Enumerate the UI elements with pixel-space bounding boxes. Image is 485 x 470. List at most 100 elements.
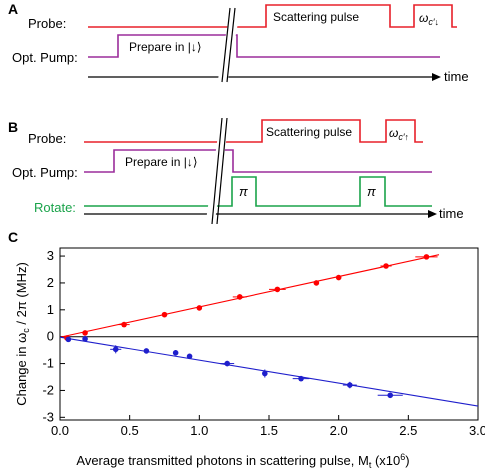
x-axis-label-unit: (x10 — [371, 453, 400, 468]
blue-data-point — [65, 336, 72, 343]
x-tick-label: 3.0 — [469, 423, 485, 438]
panel-b-omega-sub: c′↑ — [398, 132, 409, 142]
panel-b-break-line-1 — [211, 117, 223, 225]
y-tick-label: -2 — [42, 382, 54, 397]
panel-a-break-line-1 — [221, 7, 231, 83]
panel-b: B Probe: Opt. Pump: Rotate: time Prepare… — [8, 117, 464, 225]
blue-data-point — [262, 369, 268, 378]
marker — [383, 263, 389, 269]
panel-c: C 0.0 0.5 1.0 1.5 2.0 2.5 3.0 -3 -2 -1 0 1 2 3 Avera… — [8, 229, 485, 470]
panel-b-rotate-label: Rotate: — [34, 200, 76, 215]
panel-a-omega-sub: c′↓ — [428, 17, 439, 27]
marker — [335, 274, 342, 281]
panel-a-probe-label: Probe: — [28, 16, 66, 31]
panel-a-break-line-2 — [226, 7, 236, 83]
x-tick-label: 1.0 — [190, 423, 208, 438]
red-data-point — [82, 330, 88, 336]
marker — [347, 382, 353, 388]
panel-b-break-gap — [206, 118, 230, 216]
x-ticks: 0.0 0.5 1.0 1.5 2.0 2.5 3.0 — [51, 415, 485, 438]
panel-a-time-label: time — [444, 69, 469, 84]
y-axis-label-end: / 2π (MHz) — [14, 262, 29, 328]
marker — [112, 346, 119, 353]
panel-a-omega-main: ω — [419, 11, 428, 25]
red-data-point — [415, 254, 438, 260]
panel-b-probe-trace — [84, 119, 423, 143]
panel-a-prepare-text: Prepare in |↓⟩ — [129, 40, 202, 54]
blue-fit-line — [59, 336, 479, 407]
panel-c-letter: C — [8, 229, 18, 245]
marker — [387, 392, 394, 399]
y-axis-label-main: Change in ω — [14, 333, 29, 406]
red-data-point — [232, 294, 247, 300]
marker — [313, 280, 320, 286]
marker — [82, 330, 88, 336]
red-data-point — [313, 280, 320, 286]
marker — [186, 353, 193, 360]
y-tick-label: 2 — [47, 275, 54, 290]
x-axis-label-main: Average transmitted photons in scatterin… — [76, 453, 368, 468]
x-axis-label-sup: 6 — [400, 452, 405, 462]
y-axis-label-sub: c — [21, 328, 31, 333]
panel-a-pump-label: Opt. Pump: — [12, 50, 78, 65]
panel-b-rotate-trace — [84, 176, 432, 207]
blue-data-point — [220, 360, 235, 367]
panel-b-break-line-2 — [216, 117, 228, 225]
y-tick-label: 0 — [47, 329, 54, 344]
x-tick-label: 2.0 — [330, 423, 348, 438]
marker — [423, 254, 430, 260]
marker — [236, 294, 243, 300]
panel-a-letter: A — [8, 1, 18, 17]
panel-b-omega-main: ω — [389, 126, 398, 140]
x-axis-label-end: ) — [405, 453, 409, 468]
red-data-point — [335, 274, 342, 281]
blue-data-point — [377, 392, 403, 399]
marker — [82, 336, 88, 342]
panel-a-time-arrow — [432, 73, 441, 81]
blue-data-point — [186, 353, 193, 360]
red-data-point — [161, 311, 168, 318]
panel-b-pump-label: Opt. Pump: — [12, 165, 78, 180]
red-data-point — [118, 321, 130, 328]
red-data-point — [196, 305, 203, 311]
panel-b-time-arrow — [428, 210, 437, 218]
red-data-point — [380, 263, 392, 269]
fit-lines — [59, 254, 479, 407]
x-axis-label-sub: t — [369, 460, 372, 470]
panel-b-omega-text: ωc′↑ — [389, 126, 409, 142]
data-points — [64, 254, 438, 399]
panel-b-letter: B — [8, 119, 18, 135]
red-data-point — [269, 286, 286, 293]
blue-data-point — [292, 375, 310, 382]
x-tick-label: 0.5 — [121, 423, 139, 438]
panel-b-pi-2: π — [367, 184, 376, 199]
y-tick-label: 3 — [47, 248, 54, 263]
marker — [224, 360, 230, 367]
x-tick-label: 0.0 — [51, 423, 69, 438]
marker — [161, 311, 168, 318]
marker — [196, 305, 203, 311]
marker — [262, 370, 268, 377]
red-fit-line — [59, 254, 440, 338]
panel-a: A Probe: Opt. Pump: time Prepare in |↓⟩ … — [8, 1, 469, 84]
marker — [274, 286, 281, 293]
blue-data-point — [143, 348, 150, 354]
blue-data-point — [110, 345, 122, 354]
panel-a-probe-trace — [88, 4, 457, 28]
y-ticks: -3 -2 -1 0 1 2 3 — [42, 248, 65, 424]
panel-b-probe-label: Probe: — [28, 131, 66, 146]
y-axis-label: Change in ωc / 2π (MHz) — [14, 262, 31, 406]
panel-a-omega-text: ωc′↓ — [419, 11, 439, 27]
panel-b-scatter-text: Scattering pulse — [266, 125, 352, 139]
y-tick-label: -1 — [42, 356, 54, 371]
panel-a-pump-trace — [88, 34, 440, 58]
blue-data-point — [172, 350, 179, 356]
panel-b-time-label: time — [439, 206, 464, 221]
x-tick-label: 2.5 — [399, 423, 417, 438]
panel-b-pump-trace — [84, 149, 432, 173]
blue-data-point — [342, 381, 357, 389]
marker — [143, 348, 150, 354]
y-tick-label: 1 — [47, 302, 54, 317]
x-tick-label: 1.5 — [260, 423, 278, 438]
